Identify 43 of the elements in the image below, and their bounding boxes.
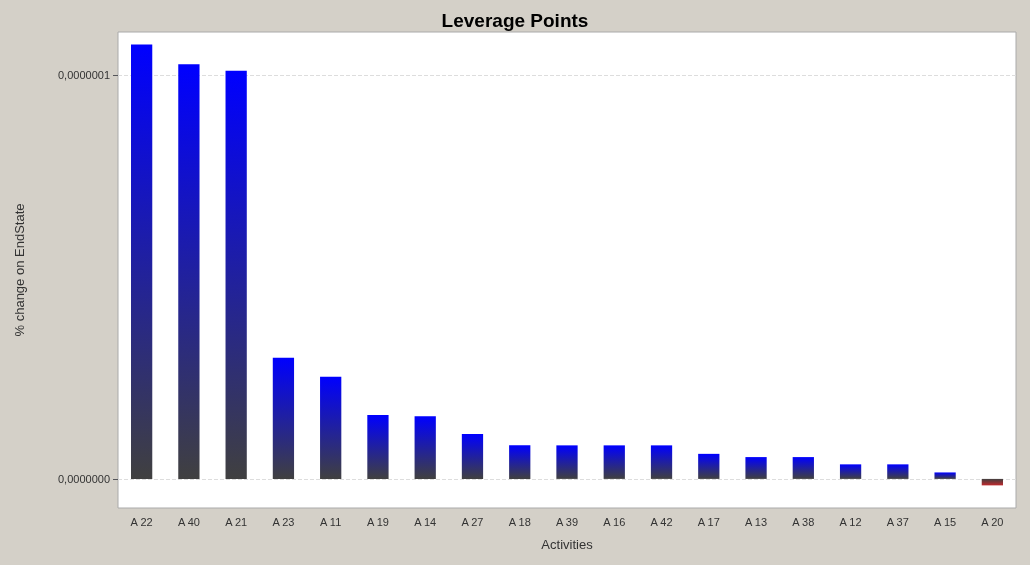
- y-tick-label: 0,0000000: [58, 472, 110, 485]
- x-tick-label: A 12: [839, 515, 862, 528]
- bar: [887, 464, 909, 479]
- x-tick-label: A 38: [792, 515, 815, 528]
- x-tick-label: A 14: [414, 515, 437, 528]
- x-tick-label: A 16: [603, 515, 626, 528]
- x-tick-label: A 39: [555, 515, 579, 528]
- y-tick-label: 0,0000001: [58, 68, 110, 81]
- bar: [320, 376, 342, 479]
- x-tick-label: A 37: [886, 515, 909, 528]
- x-axis-title: Activities: [541, 537, 594, 552]
- bar: [414, 416, 436, 479]
- bar: [178, 64, 200, 479]
- chart-title: Leverage Points: [441, 10, 589, 31]
- bar: [461, 434, 484, 479]
- bar: [650, 445, 673, 479]
- x-tick-label: A 17: [697, 515, 720, 528]
- bar: [367, 415, 389, 479]
- bar: [698, 453, 720, 479]
- bar: [131, 44, 153, 479]
- bar: [839, 464, 862, 479]
- bar: [225, 70, 247, 479]
- x-tick-label: A 21: [225, 515, 248, 528]
- bar: [934, 472, 956, 479]
- bar: [509, 445, 531, 479]
- x-tick-label: A 23: [272, 515, 295, 528]
- x-tick-label: A 42: [650, 515, 673, 528]
- x-tick-label: A 27: [461, 515, 484, 528]
- bar: [272, 357, 295, 479]
- bar: [981, 478, 1003, 486]
- bar: [603, 445, 625, 479]
- x-tick-label: A 15: [934, 515, 957, 528]
- x-tick-label: A 11: [320, 515, 342, 528]
- bar: [792, 457, 814, 479]
- x-tick-label: A 18: [508, 515, 531, 528]
- x-tick-label: A 13: [745, 515, 768, 528]
- x-tick-label: A 19: [366, 515, 389, 528]
- bar: [745, 457, 767, 479]
- x-tick-label: A 22: [130, 515, 153, 528]
- y-axis-title: % change on EndState: [12, 203, 27, 337]
- x-tick-label: A 20: [981, 515, 1004, 528]
- bar: [556, 445, 578, 479]
- x-tick-label: A 40: [177, 515, 200, 528]
